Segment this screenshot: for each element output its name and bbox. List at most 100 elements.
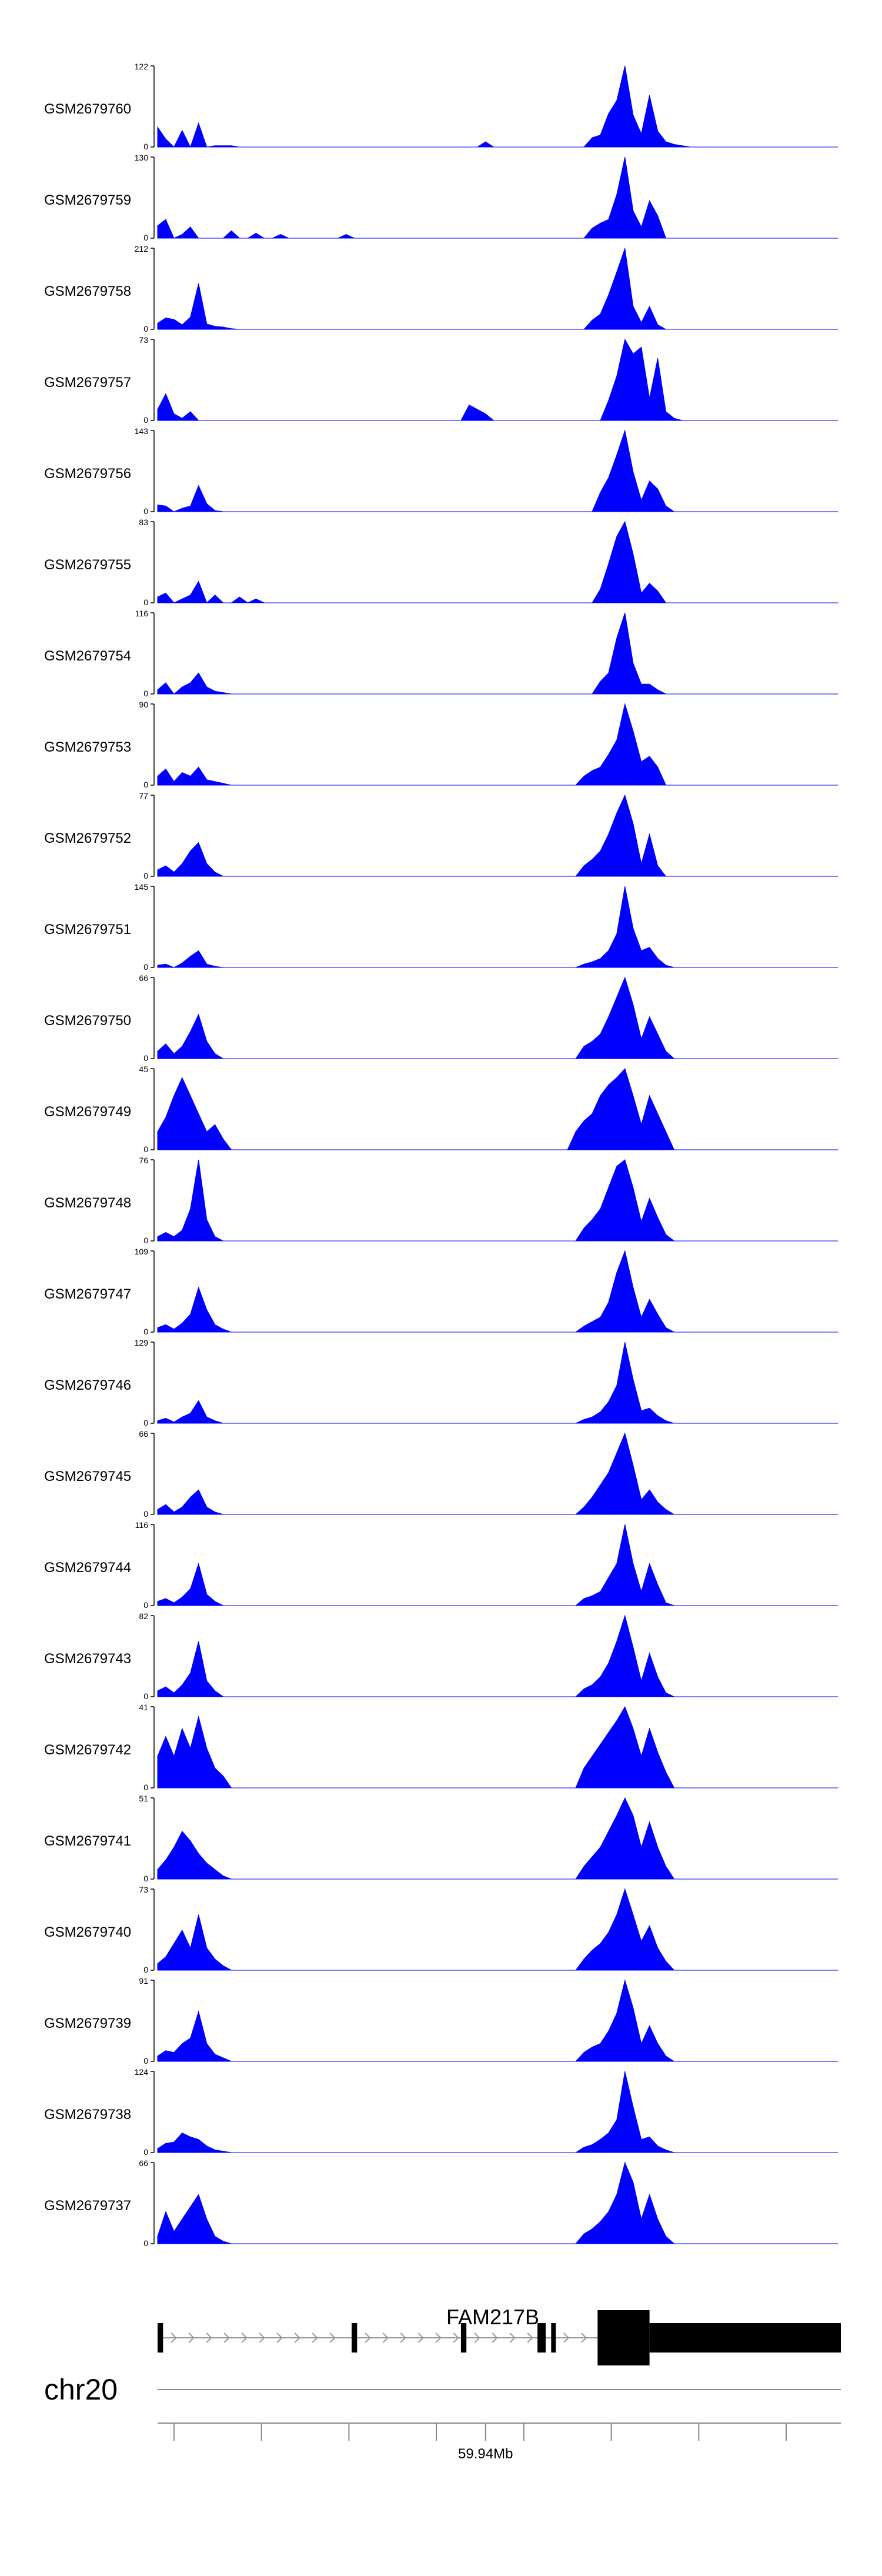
track-label: GSM2679738 xyxy=(44,2107,131,2123)
y-max-label: 82 xyxy=(139,1611,148,1621)
strand-arrow xyxy=(400,2333,406,2343)
track-GSM2679738: GSM2679738 124 0 xyxy=(44,2067,838,2157)
coverage-area-GSM2679739 xyxy=(157,1979,838,2062)
coverage-area-GSM2679750 xyxy=(157,976,838,1059)
strand-arrow xyxy=(435,2333,442,2343)
track-label: GSM2679744 xyxy=(44,1560,131,1576)
y-min-label: 0 xyxy=(143,1600,148,1610)
y-max-label: 76 xyxy=(139,1156,148,1165)
track-label: GSM2679756 xyxy=(44,466,131,482)
y-min-label: 0 xyxy=(143,689,148,698)
y-min-label: 0 xyxy=(143,1509,148,1519)
coverage-area-GSM2679759 xyxy=(157,156,838,239)
coverage-area-GSM2679760 xyxy=(157,65,838,148)
track-GSM2679745: GSM2679745 66 0 xyxy=(44,1429,838,1519)
track-label: GSM2679737 xyxy=(44,2198,131,2214)
coverage-area-GSM2679757 xyxy=(157,338,838,421)
coverage-area-GSM2679748 xyxy=(157,1159,838,1242)
coverage-area-GSM2679742 xyxy=(157,1706,838,1788)
y-min-label: 0 xyxy=(143,1418,148,1427)
track-GSM2679760: GSM2679760 122 0 xyxy=(44,62,838,151)
coverage-area-GSM2679755 xyxy=(157,520,838,603)
track-label: GSM2679760 xyxy=(44,101,131,117)
y-min-label: 0 xyxy=(143,1783,148,1792)
strand-arrow xyxy=(171,2333,177,2343)
y-min-label: 0 xyxy=(143,324,148,333)
track-GSM2679744: GSM2679744 116 0 xyxy=(44,1520,838,1610)
y-max-label: 90 xyxy=(139,700,148,709)
track-GSM2679741: GSM2679741 51 0 xyxy=(44,1794,838,1883)
y-min-label: 0 xyxy=(143,1053,148,1063)
track-GSM2679756: GSM2679756 143 0 xyxy=(44,426,838,516)
coverage-area-GSM2679744 xyxy=(157,1524,838,1606)
track-label: GSM2679746 xyxy=(44,1377,131,1393)
y-min-label: 0 xyxy=(143,2147,148,2157)
track-label: GSM2679753 xyxy=(44,739,131,755)
track-GSM2679747: GSM2679747 109 0 xyxy=(44,1247,838,1336)
track-label: GSM2679757 xyxy=(44,375,131,391)
track-GSM2679750: GSM2679750 66 0 xyxy=(44,973,838,1063)
y-max-label: 77 xyxy=(139,791,148,800)
exon xyxy=(649,2323,841,2353)
coverage-area-GSM2679751 xyxy=(157,886,838,968)
y-max-label: 51 xyxy=(139,1794,148,1803)
y-max-label: 73 xyxy=(139,335,148,345)
strand-arrow xyxy=(382,2333,389,2343)
exon xyxy=(537,2323,546,2353)
y-min-label: 0 xyxy=(143,962,148,972)
coverage-area-GSM2679743 xyxy=(157,1614,838,1697)
track-label: GSM2679743 xyxy=(44,1651,131,1667)
track-label: GSM2679742 xyxy=(44,1742,131,1758)
track-GSM2679754: GSM2679754 116 0 xyxy=(44,609,838,698)
strand-arrow xyxy=(294,2333,300,2343)
y-min-label: 0 xyxy=(143,2056,148,2066)
track-label: GSM2679741 xyxy=(44,1833,131,1849)
strand-arrow xyxy=(312,2333,318,2343)
y-min-label: 0 xyxy=(143,1144,148,1154)
track-label: GSM2679745 xyxy=(44,1469,131,1484)
y-min-label: 0 xyxy=(143,1236,148,1245)
axis-tick-label: 59.94Mb xyxy=(458,2446,513,2462)
strand-arrow xyxy=(206,2333,212,2343)
track-GSM2679751: GSM2679751 145 0 xyxy=(44,882,838,972)
track-label: GSM2679740 xyxy=(44,1924,131,1940)
chromosome-axis: chr20 59.94Mb xyxy=(44,2373,841,2462)
track-GSM2679752: GSM2679752 77 0 xyxy=(44,791,838,880)
y-max-label: 212 xyxy=(135,244,149,253)
y-min-label: 0 xyxy=(143,1327,148,1336)
strand-arrow xyxy=(223,2333,230,2343)
y-min-label: 0 xyxy=(143,415,148,425)
coverage-tracks: GSM2679760 122 0 GSM2679759 130 0 GSM2679758 21… xyxy=(44,62,838,2248)
exon xyxy=(597,2310,650,2365)
y-max-label: 109 xyxy=(135,1247,149,1256)
y-min-label: 0 xyxy=(143,871,148,880)
y-max-label: 116 xyxy=(135,1520,149,1530)
coverage-area-GSM2679749 xyxy=(157,1068,838,1150)
track-GSM2679746: GSM2679746 129 0 xyxy=(44,1338,838,1427)
strand-arrow xyxy=(276,2333,283,2343)
y-min-label: 0 xyxy=(143,506,148,516)
coverage-area-GSM2679753 xyxy=(157,703,838,786)
y-min-label: 0 xyxy=(143,142,148,151)
y-max-label: 91 xyxy=(139,1976,148,1986)
track-GSM2679757: GSM2679757 73 0 xyxy=(44,335,838,425)
strand-arrow xyxy=(509,2333,516,2343)
coverage-area-GSM2679747 xyxy=(157,1250,838,1333)
strand-arrow xyxy=(329,2333,336,2343)
y-min-label: 0 xyxy=(143,1874,148,1883)
coverage-area-GSM2679758 xyxy=(157,248,838,330)
y-max-label: 143 xyxy=(135,426,149,436)
y-max-label: 129 xyxy=(135,1338,149,1347)
strand-arrow xyxy=(527,2333,533,2343)
exon xyxy=(158,2323,163,2353)
y-min-label: 0 xyxy=(143,233,148,242)
gene-track: FAM217B xyxy=(158,2305,841,2365)
coverage-area-GSM2679745 xyxy=(157,1432,838,1515)
y-max-label: 124 xyxy=(135,2067,149,2077)
track-GSM2679753: GSM2679753 90 0 xyxy=(44,700,838,789)
track-label: GSM2679747 xyxy=(44,1286,131,1302)
track-label: GSM2679739 xyxy=(44,2016,131,2031)
y-max-label: 116 xyxy=(135,609,149,618)
y-min-label: 0 xyxy=(143,1691,148,1701)
